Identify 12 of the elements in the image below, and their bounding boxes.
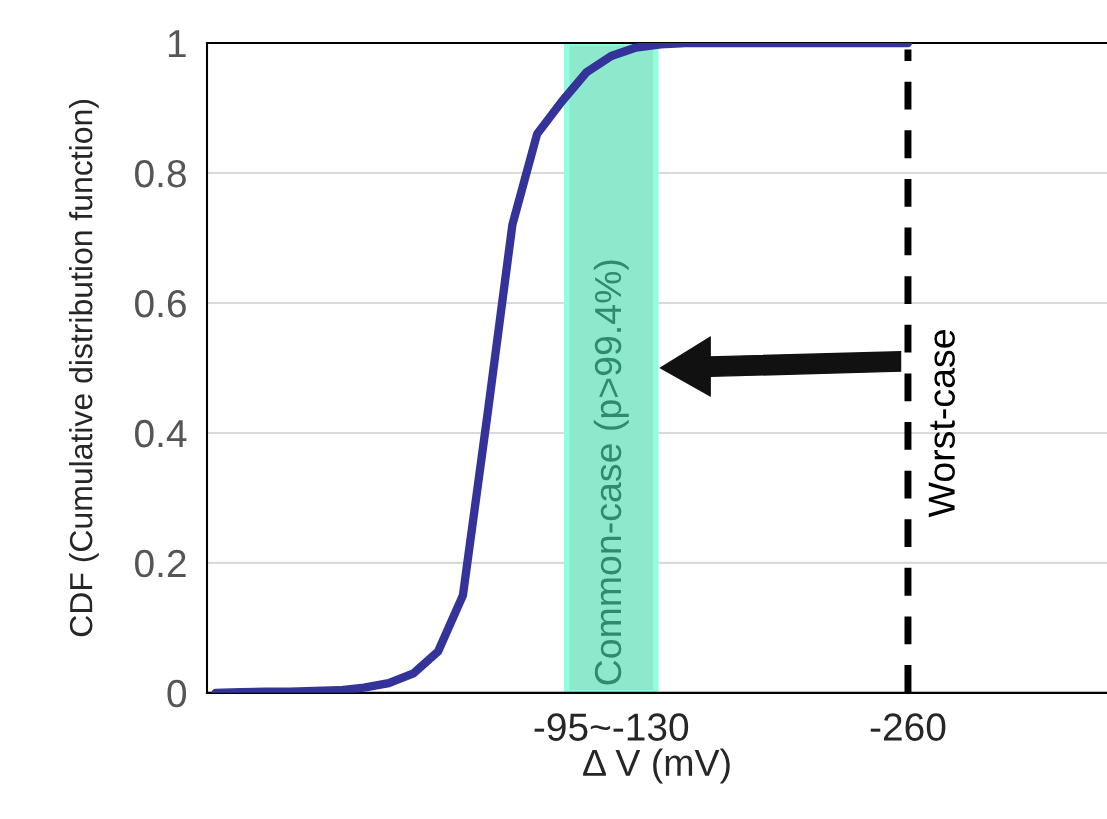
annotation: Common-case (p>99.4%) (593, 260, 629, 685)
y-axis-title: CDF (Cumulative distribution function) (69, 100, 99, 637)
y-tick-label: 0.8 (135, 159, 186, 188)
x-tick-label: -95~-130 (534, 713, 689, 741)
y-tick-label: 1 (168, 30, 186, 58)
x-tick-label: -260 (870, 713, 946, 741)
y-tick-label: 0.4 (135, 419, 187, 448)
ref-line-label: Worst-case (928, 330, 955, 518)
y-tick-label: 0.6 (135, 289, 186, 318)
y-tick-label: 0.2 (135, 549, 186, 578)
x-axis-title: Δ V (mV) (583, 748, 730, 784)
y-tick-label: 0 (167, 679, 187, 708)
